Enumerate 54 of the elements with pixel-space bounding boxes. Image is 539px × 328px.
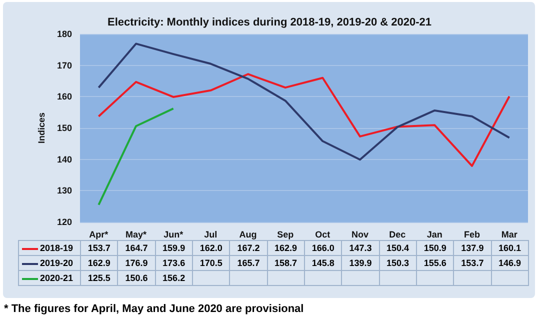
data-label: 147.3 xyxy=(342,240,380,256)
x-tick-label: Jan xyxy=(426,230,442,240)
data-label: 164.7 xyxy=(118,240,156,256)
text: * The figures for April, May and June 2020 are provisional xyxy=(4,303,304,315)
data-label: 125.5 xyxy=(80,270,118,286)
x-tick-label: Oct xyxy=(315,230,330,240)
x-tick-label: Aug xyxy=(239,230,257,240)
legend-label: 2020-21 xyxy=(40,273,74,283)
data-label: 170.5 xyxy=(192,256,230,270)
x-tick-label: May* xyxy=(125,230,147,240)
data-label: 162.9 xyxy=(80,256,118,270)
data-label: 166.0 xyxy=(304,240,342,256)
data-label: 159.9 xyxy=(155,240,192,256)
data-label: 137.9 xyxy=(454,240,492,256)
data-label: 145.8 xyxy=(304,256,342,270)
x-tick-label: Apr* xyxy=(89,230,109,240)
data-label: 139.9 xyxy=(342,256,380,270)
data-label: 158.7 xyxy=(267,256,304,270)
x-tick-label: Jul xyxy=(204,230,218,240)
y-tick-label: 170 xyxy=(56,60,72,70)
data-label: 162.0 xyxy=(192,240,230,256)
chart-title: Electricity: Monthly indices during 2018-19, 2019-20 & 2020-21 xyxy=(107,16,432,28)
data-label: 173.6 xyxy=(155,256,192,270)
x-tick-label: Nov xyxy=(351,230,369,240)
y-tick-label: 150 xyxy=(56,123,72,133)
x-tick-label: Jun* xyxy=(164,230,184,240)
data-label: 150.3 xyxy=(379,256,416,270)
data-label: 150.9 xyxy=(416,240,454,256)
line-series xyxy=(98,42,510,161)
legend-label: 2019-20 xyxy=(40,258,74,268)
data-label: 150.6 xyxy=(118,270,156,286)
data-label: 167.2 xyxy=(230,240,268,256)
y-tick-label: 180 xyxy=(56,29,72,39)
y-tick-label: 140 xyxy=(56,154,72,164)
data-label: 146.9 xyxy=(491,256,528,270)
y-axis-title: Indices xyxy=(36,112,47,144)
x-tick-label: Mar xyxy=(501,230,518,240)
data-label: 162.9 xyxy=(267,240,304,256)
y-tick-label: 130 xyxy=(56,186,72,196)
data-label: 165.7 xyxy=(230,256,268,270)
data-label: 160.1 xyxy=(491,240,528,256)
data-label: 150.4 xyxy=(379,240,416,256)
y-tick-label: 160 xyxy=(56,92,72,102)
x-tick-label: Dec xyxy=(389,230,406,240)
x-tick-label: Feb xyxy=(464,230,480,240)
data-label: 156.2 xyxy=(155,270,192,286)
data-label: 153.7 xyxy=(454,256,492,270)
y-tick-label: 120 xyxy=(56,217,72,227)
data-label: 153.7 xyxy=(80,240,118,256)
line-series xyxy=(98,73,510,167)
data-label: 176.9 xyxy=(118,256,156,270)
x-tick-label: Sep xyxy=(277,230,294,240)
data-label: 155.6 xyxy=(416,256,454,270)
legend-label: 2018-19 xyxy=(40,243,74,253)
